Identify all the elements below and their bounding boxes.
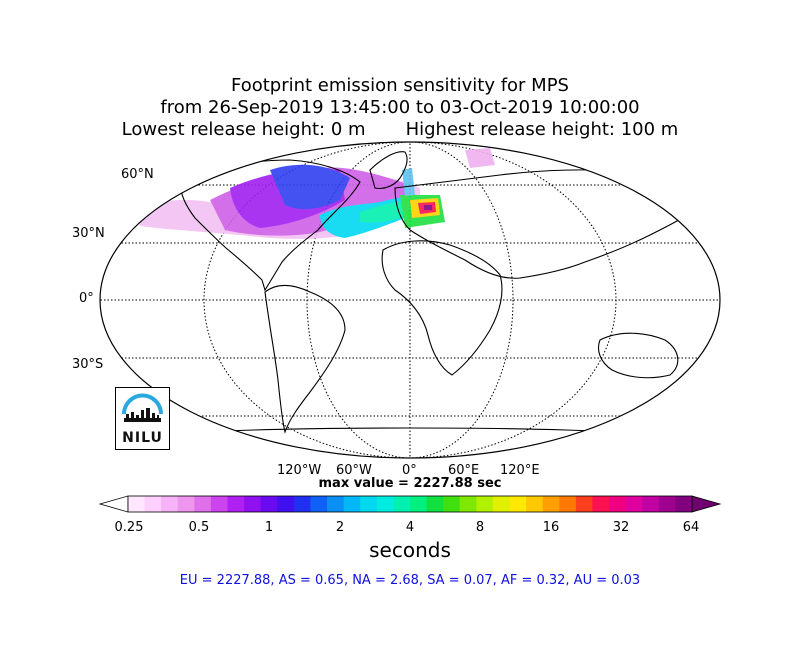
title-line-2: from 26-Sep-2019 13:45:00 to 03-Oct-2019… bbox=[160, 97, 640, 118]
colorbar-tick: 8 bbox=[475, 520, 485, 535]
colorbar-segment bbox=[476, 496, 494, 512]
colorbar-segment bbox=[310, 496, 328, 512]
colorbar-segment bbox=[210, 496, 229, 512]
colorbar-segment bbox=[360, 496, 378, 512]
title-line-1: Footprint emission sensitivity for MPS bbox=[231, 75, 569, 96]
colorbar-tick: 32 bbox=[612, 520, 630, 535]
colorbar-segment bbox=[575, 496, 593, 512]
colorbar-segment bbox=[559, 496, 577, 512]
colorbar-tick: 1 bbox=[264, 520, 274, 535]
colorbar-tick: 64 bbox=[682, 520, 700, 535]
colorbar-tick: 2 bbox=[335, 520, 345, 535]
colorbar-tick: 4 bbox=[405, 520, 415, 535]
colorbar-segment bbox=[443, 496, 461, 512]
colorbar-segment bbox=[609, 496, 627, 512]
nilu-logo: NILU bbox=[115, 387, 170, 450]
lon-label-120e: 120°E bbox=[500, 463, 540, 478]
colorbar bbox=[98, 495, 722, 513]
colorbar-segment bbox=[177, 496, 195, 512]
colorbar-segment bbox=[293, 496, 311, 512]
colorbar-segment bbox=[277, 496, 295, 512]
colorbar-segment bbox=[675, 496, 693, 512]
colorbar-segment bbox=[161, 496, 179, 512]
colorbar-segment bbox=[459, 496, 477, 512]
colorbar-segment bbox=[542, 496, 560, 512]
lat-label-30n: 30°N bbox=[72, 226, 105, 241]
colorbar-units-label: seconds bbox=[369, 538, 451, 562]
colorbar-segment bbox=[592, 496, 610, 512]
title-line-3: Lowest release height: 0 m Highest relea… bbox=[121, 119, 679, 140]
colorbar-segment bbox=[376, 496, 394, 512]
colorbar-segment bbox=[144, 496, 162, 512]
colorbar-segment bbox=[194, 496, 212, 512]
colorbar-segment bbox=[509, 496, 527, 512]
colorbar-segment bbox=[227, 496, 245, 512]
colorbar-segment bbox=[410, 496, 428, 512]
colorbar-segment bbox=[244, 496, 262, 512]
lat-label-30s: 30°S bbox=[72, 357, 104, 372]
colorbar-segment bbox=[128, 496, 146, 512]
nilu-logo-text: NILU bbox=[122, 430, 163, 446]
colorbar-segment bbox=[526, 496, 544, 512]
colorbar-segment bbox=[642, 496, 660, 512]
max-value-label: max value = 2227.88 sec bbox=[318, 476, 502, 491]
colorbar-segment bbox=[393, 496, 411, 512]
colorbar-segment bbox=[327, 496, 345, 512]
globe-outline bbox=[99, 141, 721, 459]
lat-label-0: 0° bbox=[79, 291, 94, 306]
lon-label-60w: 60°W bbox=[336, 463, 372, 478]
colorbar-segment bbox=[658, 496, 676, 512]
colorbar-tick: 16 bbox=[542, 520, 560, 535]
nilu-logo-graphic bbox=[122, 393, 163, 422]
colorbar-segment bbox=[260, 496, 278, 512]
lat-label-60n: 60°N bbox=[121, 167, 154, 182]
colorbar-over-triangle bbox=[691, 495, 722, 513]
colorbar-tick: 0.25 bbox=[114, 520, 144, 535]
lon-label-120w: 120°W bbox=[277, 463, 322, 478]
lon-label-0: 0° bbox=[402, 463, 417, 478]
lon-label-60e: 60°E bbox=[448, 463, 480, 478]
regional-values: EU = 2227.88, AS = 0.65, NA = 2.68, SA =… bbox=[179, 573, 641, 588]
colorbar-segment bbox=[343, 496, 361, 512]
colorbar-segment bbox=[492, 496, 511, 512]
footprint-plume bbox=[135, 148, 495, 239]
colorbar-under-triangle bbox=[98, 495, 129, 513]
colorbar-segment bbox=[625, 496, 643, 512]
colorbar-segment bbox=[426, 496, 444, 512]
colorbar-tick: 0.5 bbox=[188, 520, 210, 535]
